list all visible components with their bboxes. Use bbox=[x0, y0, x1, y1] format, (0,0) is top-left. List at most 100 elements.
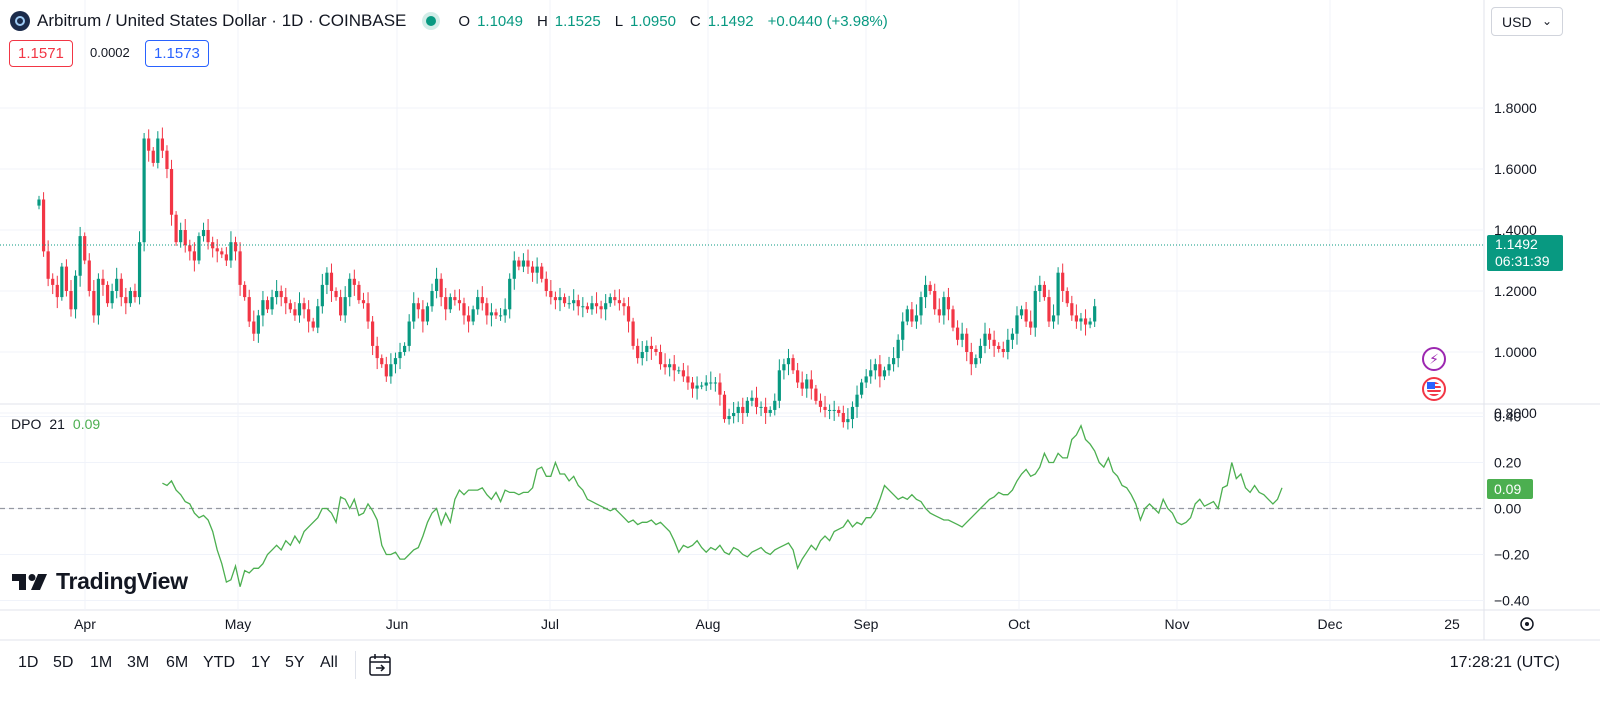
candle bbox=[750, 390, 754, 407]
candle bbox=[174, 211, 178, 246]
market-status-icon[interactable] bbox=[426, 16, 437, 26]
current-price-value: 1.1492 bbox=[1495, 236, 1538, 252]
candle bbox=[873, 358, 877, 380]
candle bbox=[878, 355, 882, 388]
candle bbox=[768, 406, 772, 417]
currency-select[interactable]: USD ⌄ bbox=[1491, 7, 1563, 36]
x-tick-label: Aug bbox=[696, 616, 721, 632]
candle bbox=[754, 386, 759, 415]
candle bbox=[69, 280, 73, 317]
candle bbox=[229, 231, 233, 268]
candle bbox=[87, 253, 91, 297]
candle bbox=[288, 299, 292, 313]
ohlc-values: O 1.1049 H 1.1525 L 1.0950 C 1.1492 +0.0440 … bbox=[458, 13, 887, 30]
candle bbox=[64, 259, 69, 297]
candle bbox=[544, 271, 548, 297]
indicator-legend[interactable]: DPO 21 0.09 bbox=[11, 416, 100, 432]
candle bbox=[553, 291, 558, 310]
candle bbox=[311, 317, 315, 332]
timeframe-button-5d[interactable]: 5D bbox=[53, 654, 74, 671]
candle bbox=[366, 292, 370, 329]
lightning-event-icon[interactable]: ⚡ bbox=[1422, 347, 1446, 371]
dpo-line bbox=[162, 423, 1283, 587]
candle bbox=[713, 377, 717, 392]
candle bbox=[718, 373, 722, 406]
candle bbox=[297, 292, 302, 323]
candle bbox=[850, 401, 855, 429]
us-flag-event-icon[interactable] bbox=[1422, 377, 1446, 401]
candle bbox=[690, 377, 695, 398]
x-tick-label: May bbox=[225, 616, 251, 632]
candle bbox=[73, 270, 78, 319]
arbitrum-logo-icon bbox=[10, 11, 30, 31]
candle bbox=[599, 300, 603, 319]
candle bbox=[169, 159, 174, 226]
sell-price-button[interactable]: 1.1571 bbox=[9, 40, 73, 67]
timeframe-button-3m[interactable]: 3M bbox=[127, 654, 150, 671]
candle bbox=[809, 370, 813, 400]
candle bbox=[407, 314, 411, 352]
candle bbox=[133, 283, 137, 303]
candle bbox=[942, 291, 946, 325]
candle bbox=[791, 354, 795, 374]
candle bbox=[348, 273, 352, 307]
candle bbox=[233, 236, 238, 261]
utc-clock[interactable]: 17:28:21 (UTC) bbox=[1449, 654, 1560, 671]
candle bbox=[933, 283, 937, 315]
candle bbox=[316, 298, 320, 334]
symbol-legend[interactable]: Arbitrum / United States Dollar · 1D · C… bbox=[10, 9, 888, 33]
candle bbox=[192, 242, 196, 272]
candle bbox=[110, 283, 114, 309]
candle bbox=[444, 287, 448, 321]
timeframe-button-5y[interactable]: 5Y bbox=[285, 654, 305, 671]
date-range-icon[interactable] bbox=[366, 651, 394, 679]
x-tick-label: Jun bbox=[386, 616, 409, 632]
candle bbox=[1070, 295, 1074, 321]
candle-series bbox=[0, 127, 1484, 430]
candle bbox=[398, 342, 402, 370]
candle bbox=[279, 285, 283, 307]
candle bbox=[1061, 263, 1065, 302]
candle bbox=[846, 408, 850, 430]
open-value: 1.1049 bbox=[477, 12, 523, 30]
buy-price-button[interactable]: 1.1573 bbox=[145, 40, 209, 67]
timeframe-button-1y[interactable]: 1Y bbox=[251, 654, 271, 671]
candle bbox=[759, 401, 763, 417]
candle bbox=[549, 280, 553, 305]
timeframe-button-ytd[interactable]: YTD bbox=[203, 654, 235, 671]
timeframe-button-all[interactable]: All bbox=[320, 654, 338, 671]
candle bbox=[206, 219, 210, 250]
timeframe-button-1d[interactable]: 1D bbox=[18, 654, 39, 671]
symbol-title[interactable]: Arbitrum / United States Dollar · 1D · C… bbox=[37, 11, 407, 30]
candle bbox=[1001, 341, 1005, 358]
dpo-y-tick-label: 0.40 bbox=[1494, 409, 1521, 425]
candle bbox=[631, 317, 635, 350]
candle bbox=[1047, 289, 1051, 327]
candle bbox=[339, 289, 343, 321]
y-tick-label: 1.8000 bbox=[1494, 100, 1537, 116]
timeframe-button-6m[interactable]: 6M bbox=[166, 654, 189, 671]
change-value: +0.0440 (+3.98%) bbox=[767, 12, 888, 30]
candle bbox=[220, 247, 224, 259]
axis-settings-icon[interactable] bbox=[1520, 617, 1534, 631]
candle bbox=[1038, 275, 1042, 302]
candle bbox=[530, 261, 535, 282]
x-tick-label: Nov bbox=[1165, 616, 1190, 632]
indicator-value: 0.09 bbox=[72, 416, 101, 432]
candle bbox=[741, 397, 745, 424]
candle bbox=[1010, 328, 1015, 349]
indicator-current-label: 0.09 bbox=[1487, 479, 1533, 499]
candle bbox=[722, 391, 727, 423]
candle bbox=[147, 129, 151, 162]
candle bbox=[412, 292, 416, 329]
timeframe-button-1m[interactable]: 1M bbox=[90, 654, 113, 671]
candle bbox=[105, 281, 110, 307]
candle bbox=[508, 273, 512, 319]
candle bbox=[371, 316, 375, 356]
candle bbox=[457, 289, 462, 311]
candle bbox=[275, 280, 279, 305]
tradingview-logo[interactable]: TradingView bbox=[12, 568, 188, 595]
grid bbox=[0, 0, 1600, 641]
candle bbox=[727, 408, 731, 425]
